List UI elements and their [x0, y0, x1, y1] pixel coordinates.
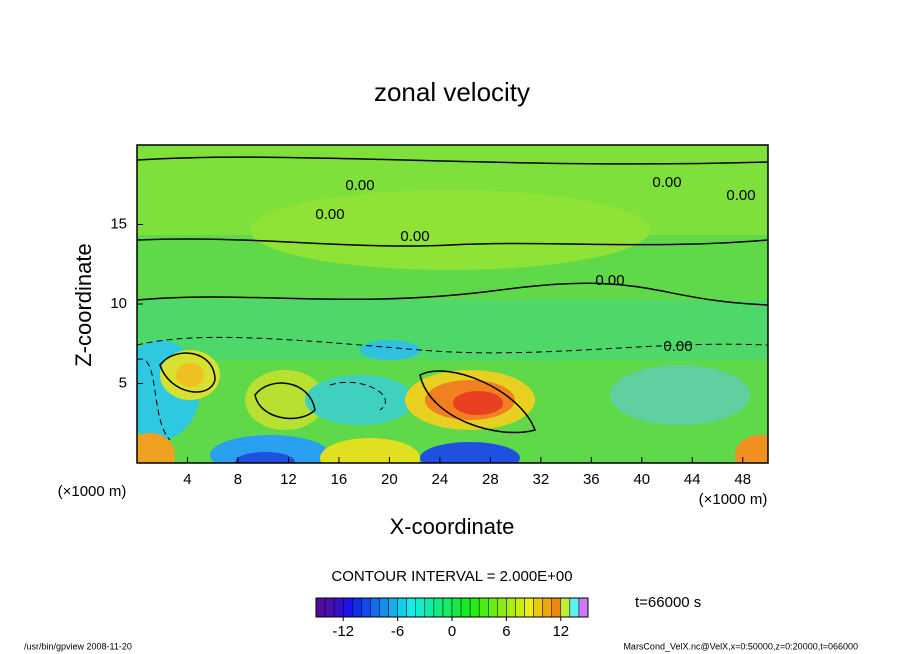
- y-tick-label: 15: [110, 215, 127, 232]
- colorbar-cell: [342, 597, 353, 618]
- x-tick-label: 4: [183, 471, 191, 488]
- colorbar-cell: [324, 597, 335, 618]
- contour-label: 0.00: [400, 228, 429, 245]
- colorbar-cell: [370, 597, 380, 618]
- y-tick-label: 5: [119, 374, 127, 391]
- contour-label: 0.00: [595, 272, 624, 289]
- colorbar-tick-label: 12: [552, 623, 569, 640]
- x-tick-label: 20: [381, 471, 398, 488]
- x-tick-label: 12: [280, 471, 297, 488]
- colorbar-cell: [569, 597, 580, 618]
- colorbar-cell: [333, 597, 344, 618]
- contour-label: 0.00: [663, 338, 692, 355]
- colorbar-cell: [397, 597, 407, 618]
- x-tick-label: 36: [583, 471, 600, 488]
- x-tick-label: 8: [234, 471, 242, 488]
- colorbar-cell: [533, 597, 543, 618]
- colorbar-cell: [551, 597, 562, 618]
- colorbar-tick-label: -6: [391, 623, 404, 640]
- colorbar-cell: [469, 597, 480, 618]
- colorbar-cell: [424, 597, 435, 618]
- colorbar-cell: [352, 597, 362, 618]
- contour-interval: CONTOUR INTERVAL = 2.000E+00: [331, 568, 572, 585]
- x-tick-label: 48: [734, 471, 751, 488]
- contour-label: 0.00: [345, 177, 374, 194]
- colorbar-cell: [379, 597, 389, 618]
- colorbar-cell: [442, 597, 453, 618]
- y-axis-label: Z-coordinate: [71, 243, 96, 367]
- colorbar-cell: [578, 597, 589, 618]
- footer-right: MarsCond_VelX.nc@VelX,x=0:50000,z=0:2000…: [623, 641, 858, 651]
- colorbar-cell: [406, 597, 416, 618]
- colorbar-cell: [542, 597, 552, 618]
- y-tick-label: 10: [110, 295, 127, 312]
- colorbar-cell: [361, 597, 371, 618]
- colorbar-cell: [415, 597, 426, 618]
- colorbar-cell: [478, 597, 489, 618]
- contour-label: 0.00: [315, 206, 344, 223]
- colorbar-cell: [506, 597, 516, 618]
- colorbar-cell: [388, 597, 398, 618]
- colorbar-cell: [315, 597, 326, 618]
- x-tick-label: 44: [684, 471, 701, 488]
- colorbar-tick-label: -12: [332, 623, 354, 640]
- time-label: t=66000 s: [635, 594, 701, 611]
- colorbar-cell: [560, 597, 571, 618]
- colorbar-cell: [515, 597, 525, 618]
- y-unit: (×1000 m): [58, 483, 127, 500]
- contour-label: 0.00: [726, 187, 755, 204]
- colorbar-cell: [488, 597, 498, 618]
- x-tick-label: 24: [432, 471, 449, 488]
- x-tick-label: 28: [482, 471, 499, 488]
- x-tick-label: 32: [532, 471, 549, 488]
- x-tick-label: 40: [633, 471, 650, 488]
- x-unit: (×1000 m): [699, 491, 768, 508]
- footer-left: /usr/bin/gpview 2008-11-20: [24, 641, 132, 651]
- colorbar-cell: [497, 597, 507, 618]
- colorbar-cell: [451, 597, 462, 618]
- contour-label: 0.00: [652, 174, 681, 191]
- x-axis-label: X-coordinate: [390, 514, 515, 539]
- colorbar-cell: [524, 597, 534, 618]
- chart-title: zonal velocity: [374, 77, 530, 107]
- colorbar-tick-label: 6: [502, 623, 510, 640]
- colorbar-cell: [433, 597, 444, 618]
- contour-field: [137, 145, 768, 463]
- colorbar-tick-label: 0: [448, 623, 456, 640]
- colorbar-cell: [460, 597, 471, 618]
- x-tick-label: 16: [331, 471, 348, 488]
